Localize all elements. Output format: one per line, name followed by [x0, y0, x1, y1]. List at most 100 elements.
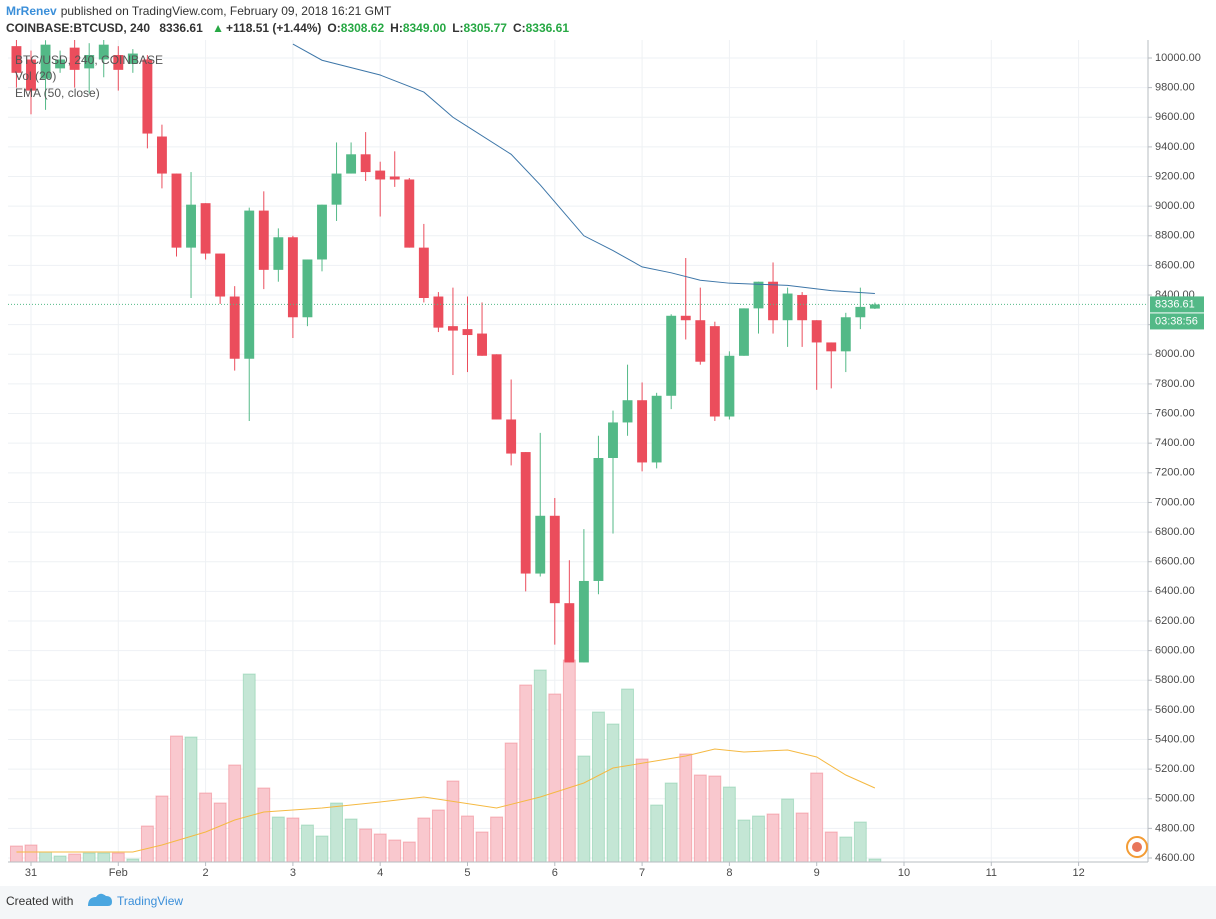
- volume-bar: [126, 858, 140, 862]
- y-tick-label: 10000.00: [1155, 52, 1201, 64]
- candle-body: [418, 247, 429, 298]
- volume-bar: [737, 819, 751, 862]
- candle-body: [229, 296, 240, 359]
- volume-bar: [344, 818, 358, 862]
- volume-bar: [781, 798, 795, 862]
- y-tick-label: 5000.00: [1155, 793, 1195, 805]
- volume-bar: [795, 812, 809, 862]
- volume-bar: [300, 824, 314, 862]
- candle-body: [186, 204, 196, 248]
- candle-body: [127, 53, 138, 64]
- last-price-label: 8336.61: [1155, 298, 1195, 310]
- volume-bar: [519, 684, 533, 862]
- x-tick-label: 11: [986, 867, 997, 879]
- legend-volume: Vol (20): [15, 69, 56, 83]
- volume-bar: [635, 758, 649, 862]
- y-tick-label: 6400.00: [1155, 585, 1195, 597]
- candle-body: [840, 317, 851, 352]
- candle-body: [200, 203, 211, 254]
- candle-body: [215, 253, 226, 297]
- ema-line: [292, 43, 875, 295]
- candle-body: [680, 315, 691, 321]
- volume-bar: [504, 742, 518, 862]
- volume-bar: [68, 853, 82, 862]
- y-tick-label: 7000.00: [1155, 496, 1195, 508]
- volume-bar: [140, 825, 154, 862]
- candle-body: [171, 173, 182, 248]
- candle-body: [302, 259, 313, 318]
- volume-bar: [752, 815, 765, 862]
- candle-body: [375, 170, 386, 180]
- y-tick-label: 8000.00: [1155, 348, 1195, 360]
- volume-bar: [810, 772, 824, 862]
- candle-body: [753, 281, 764, 309]
- candle-body: [506, 419, 517, 454]
- x-tick-label: 3: [290, 867, 296, 879]
- candle-body: [433, 296, 444, 328]
- candle-body: [826, 342, 837, 352]
- x-tick-label: 9: [814, 867, 820, 879]
- candle-body: [26, 59, 36, 91]
- footer-text: Created with: [6, 894, 73, 908]
- candle-body: [811, 320, 822, 343]
- volume-bar: [664, 782, 678, 862]
- candle-body: [637, 400, 648, 463]
- x-tick-label: 5: [464, 867, 470, 879]
- volume-bar: [330, 802, 343, 862]
- y-tick-label: 5400.00: [1155, 733, 1195, 745]
- candle-body: [564, 603, 575, 663]
- plot-area: [8, 40, 1148, 862]
- candle-body: [855, 306, 866, 318]
- y-tick-label: 6800.00: [1155, 526, 1195, 538]
- y-tick-label: 8800.00: [1155, 230, 1195, 242]
- volume-bar: [591, 711, 605, 862]
- price: 8336.61: [159, 21, 203, 35]
- volume-bar: [53, 855, 67, 862]
- candle-body: [156, 136, 167, 174]
- volume-bar: [315, 835, 329, 862]
- volume-bar: [606, 723, 620, 862]
- author[interactable]: MrRenev: [6, 4, 57, 18]
- volume-bar: [431, 809, 445, 862]
- header: MrRenev published on TradingView.com, Feb…: [6, 4, 392, 18]
- volume-bar: [242, 673, 256, 862]
- x-tick-label: 7: [639, 867, 645, 879]
- candle-body: [142, 59, 153, 134]
- volume-bar: [417, 817, 431, 862]
- volume-bar: [111, 852, 125, 862]
- volume-bar: [199, 792, 213, 862]
- candle-body: [40, 44, 51, 79]
- y-tick-label: 7800.00: [1155, 378, 1195, 390]
- axes: 4600.00 4800.00 5000.00 5200.00 5400.00 5600.…: [25, 52, 1204, 879]
- volume-bar: [679, 753, 693, 862]
- y-tick-label: 9600.00: [1155, 111, 1195, 123]
- volume-bar: [475, 831, 489, 862]
- candle-body: [69, 47, 80, 70]
- y-tick-label: 8600.00: [1155, 259, 1195, 271]
- y-tick-label: 9800.00: [1155, 82, 1195, 94]
- candle-body: [331, 173, 342, 205]
- candle-body: [768, 281, 778, 321]
- volume-bar: [708, 775, 722, 862]
- candle-body: [317, 204, 327, 260]
- footer-brand[interactable]: TradingView: [117, 894, 183, 908]
- ohlc-key: L:: [452, 21, 463, 35]
- candle-body: [258, 210, 269, 270]
- candle-body: [651, 395, 662, 463]
- volume-bar: [533, 669, 547, 862]
- candle-body: [360, 154, 371, 173]
- candle-body: [113, 55, 124, 70]
- volume-bar: [359, 828, 373, 862]
- candle-body: [84, 55, 95, 69]
- x-tick-label: Feb: [109, 867, 128, 879]
- candle-body: [346, 154, 357, 174]
- volume-bar: [868, 858, 882, 862]
- volume-bar: [650, 804, 664, 862]
- volume-bar: [402, 841, 416, 862]
- candle-body: [869, 304, 880, 309]
- volume-bar: [271, 816, 285, 862]
- ohlc-key: C:: [513, 21, 526, 35]
- volume-bar: [228, 764, 242, 862]
- candle-body: [549, 515, 560, 604]
